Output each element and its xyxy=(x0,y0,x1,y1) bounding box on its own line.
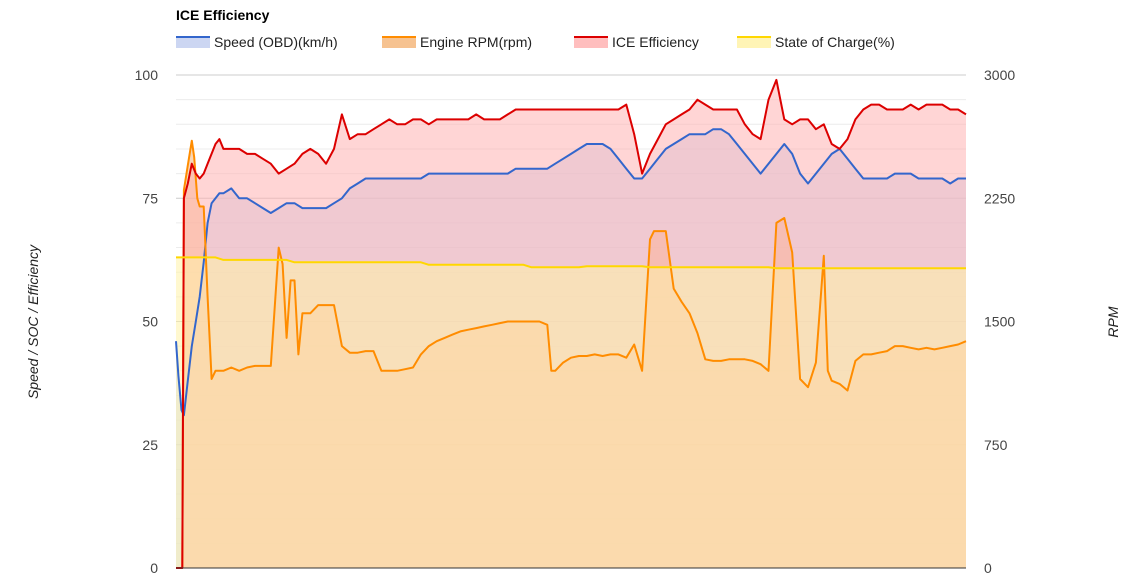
y-left-tick-label: 25 xyxy=(142,437,158,453)
series-line-0 xyxy=(175,128,966,417)
y-right-axis-title: RPM xyxy=(1105,306,1121,337)
series-areas xyxy=(176,79,966,569)
chart-title: ICE Efficiency xyxy=(176,7,270,23)
legend-swatch xyxy=(574,36,608,48)
series-line-2 xyxy=(176,78,967,569)
axes: 0 25 50 75 100 0 750 1500 2250 3000 xyxy=(135,67,1016,576)
series-area-3 xyxy=(176,257,966,568)
legend-swatch xyxy=(382,36,416,48)
legend-entry[interactable]: Engine RPM(rpm) xyxy=(382,34,532,50)
y-left-tick-label: 50 xyxy=(142,314,158,330)
y-right-tick-label: 1500 xyxy=(984,314,1015,330)
legend-label: Engine RPM(rpm) xyxy=(420,34,532,50)
legend-swatch xyxy=(176,36,210,48)
y-right-tick-label: 3000 xyxy=(984,67,1015,83)
legend-label: State of Charge(%) xyxy=(775,34,895,50)
y-left-axis-title: Speed / SOC / Efficiency xyxy=(25,244,41,399)
series-line-3 xyxy=(176,256,966,270)
y-right-tick-label: 750 xyxy=(984,437,1008,453)
legend-entry[interactable]: ICE Efficiency xyxy=(574,34,699,50)
y-right-tick-label: 0 xyxy=(984,560,992,576)
legend-label: Speed (OBD)(km/h) xyxy=(214,34,338,50)
y-left-tick-label: 75 xyxy=(142,190,158,206)
y-right-tick-label: 2250 xyxy=(984,190,1015,206)
y-left-tick-label: 0 xyxy=(150,560,158,576)
legend-entry[interactable]: Speed (OBD)(km/h) xyxy=(176,34,338,50)
legend: Speed (OBD)(km/h) Engine RPM(rpm) ICE Effi… xyxy=(176,34,895,50)
legend-label: ICE Efficiency xyxy=(612,34,699,50)
y-left-tick-label: 100 xyxy=(135,67,159,83)
legend-swatch xyxy=(737,36,771,48)
legend-entry[interactable]: State of Charge(%) xyxy=(737,34,895,50)
series-lines xyxy=(175,78,967,569)
series-line-1 xyxy=(176,139,967,569)
